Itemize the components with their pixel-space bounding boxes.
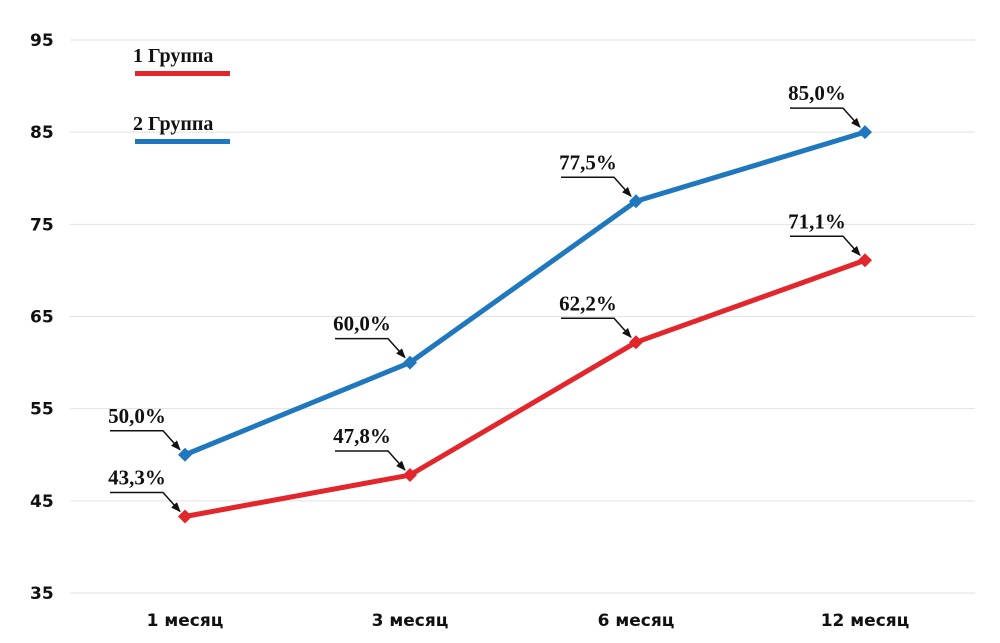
data-label: 60,0% <box>333 312 391 336</box>
label-leader-arrow <box>561 317 632 339</box>
y-tick-label: 55 <box>30 400 54 420</box>
y-tick-label: 45 <box>30 492 54 512</box>
label-leader-arrow <box>110 491 181 513</box>
label-leader-arrow <box>335 337 406 359</box>
data-point-marker <box>178 447 192 462</box>
data-labels: 43,3% 47,8% 62,2% 71,1% 50,0% 60,0% 77,5% 85,0% <box>108 81 861 513</box>
x-tick-label: 6 месяц <box>598 611 675 631</box>
legend-swatch-2 <box>135 139 230 144</box>
x-tick-label: 3 месяц <box>372 611 449 631</box>
data-label: 85,0% <box>788 81 846 105</box>
data-point-marker <box>858 253 872 268</box>
data-point-marker <box>858 125 872 140</box>
data-label: 71,1% <box>788 209 846 233</box>
y-tick-label: 75 <box>30 215 54 235</box>
y-axis-tick-labels: 95 85 75 65 55 45 35 <box>30 31 54 604</box>
legend: 1 Группа 2 Группа <box>133 45 230 144</box>
data-label: 43,3% <box>108 466 166 490</box>
y-tick-label: 65 <box>30 308 54 328</box>
y-tick-label: 95 <box>30 31 54 51</box>
data-label: 47,8% <box>333 424 391 448</box>
series-line-1 <box>182 257 868 520</box>
series-line-2 <box>182 129 868 458</box>
data-point-marker <box>403 355 417 370</box>
label-leader-arrow <box>561 176 632 198</box>
label-leader-arrow <box>790 235 861 257</box>
x-axis-tick-labels: 1 месяц 3 месяц 6 месяц 12 месяц <box>147 611 910 631</box>
data-label: 62,2% <box>559 291 617 315</box>
legend-swatch-1 <box>135 71 230 76</box>
data-label: 50,0% <box>108 404 166 428</box>
legend-label-1: 1 Группа <box>133 45 213 67</box>
y-tick-label: 85 <box>30 123 54 143</box>
label-leader-arrow <box>110 430 181 451</box>
data-point-marker <box>178 509 192 524</box>
data-label: 77,5% <box>559 150 617 174</box>
y-tick-label: 35 <box>30 584 54 604</box>
x-tick-label: 12 месяц <box>821 611 910 631</box>
x-tick-label: 1 месяц <box>147 611 224 631</box>
data-point-marker <box>629 335 643 350</box>
data-point-marker <box>629 194 643 209</box>
label-leader-arrow <box>335 450 406 471</box>
legend-label-2: 2 Группа <box>133 113 213 135</box>
label-leader-arrow <box>790 107 861 128</box>
data-point-marker <box>403 468 417 483</box>
series-lines <box>178 125 872 524</box>
